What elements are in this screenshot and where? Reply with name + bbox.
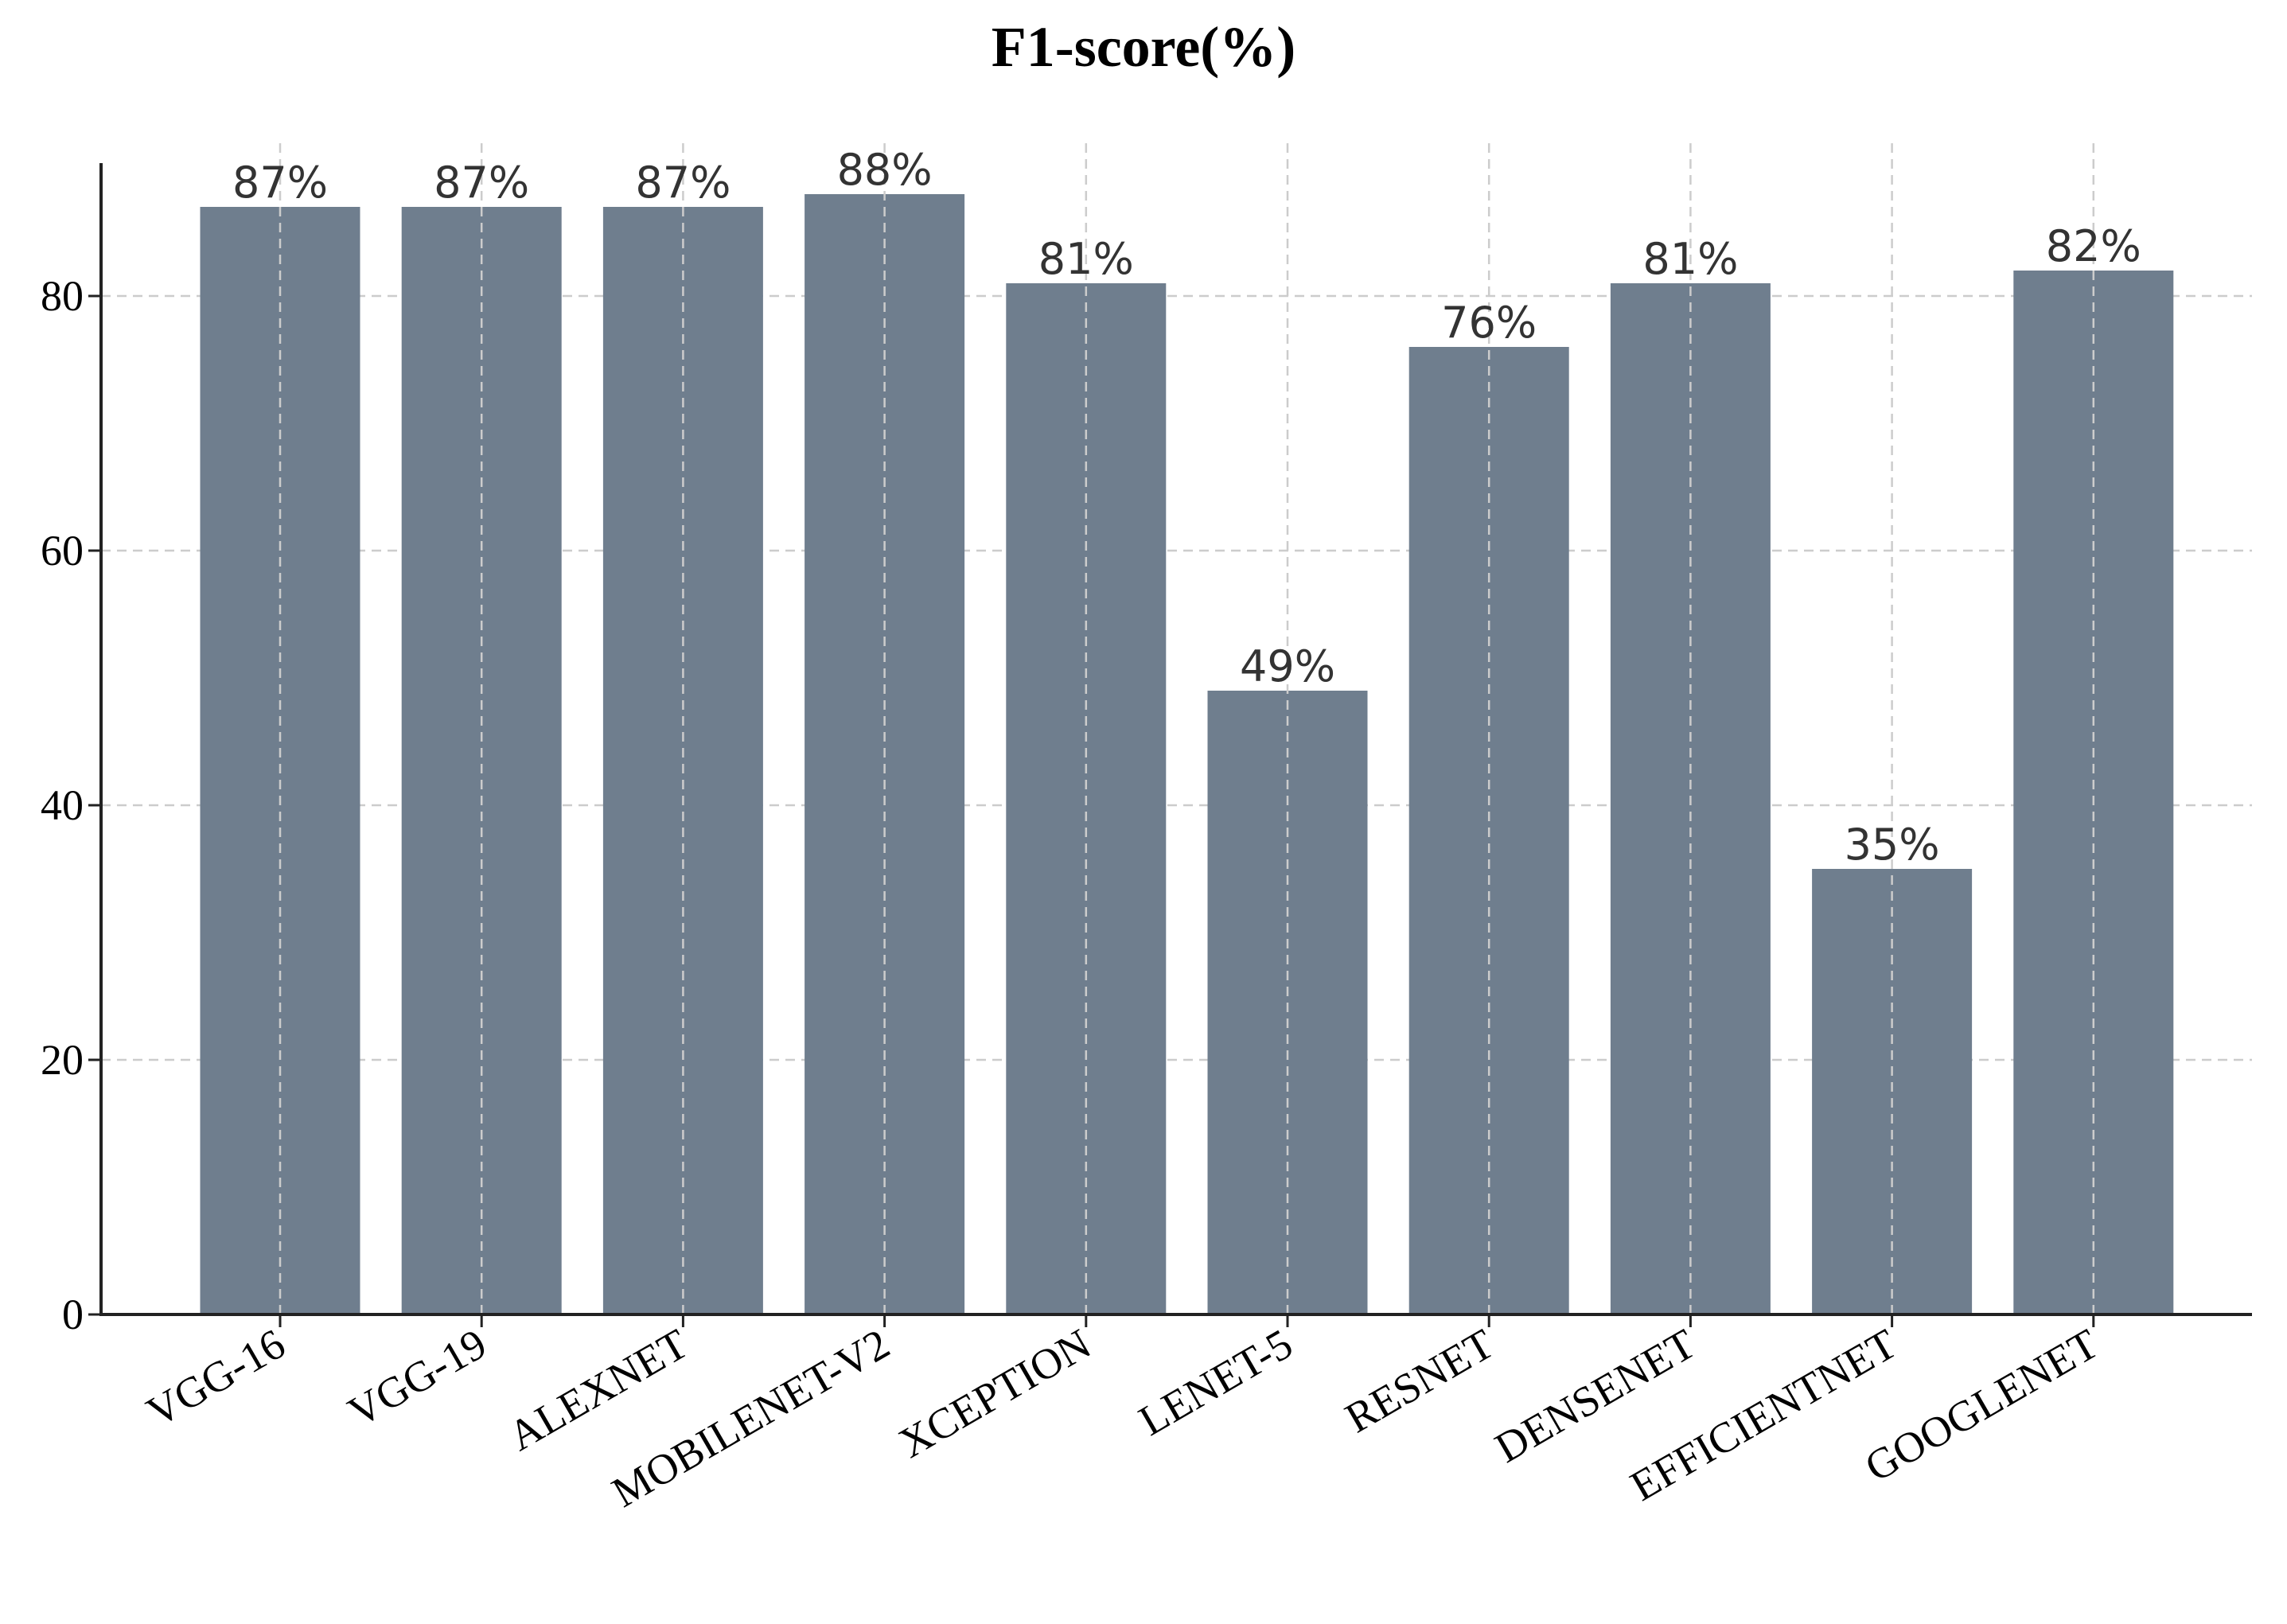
bar-value-label: 81%	[1642, 234, 1738, 284]
x-tick-label: VGG-16	[138, 1319, 293, 1435]
chart-title: F1-score(%)	[991, 15, 1296, 79]
bar-value-label: 35%	[1845, 820, 1940, 870]
bar-value-label: 87%	[232, 158, 328, 208]
bar-googlenet	[2013, 271, 2174, 1314]
bar-value-label: 88%	[837, 145, 933, 195]
x-tick-label: VGG-19	[341, 1319, 495, 1435]
bar-value-label: 82%	[2046, 221, 2141, 271]
bar-value-label: 76%	[1441, 298, 1537, 348]
bar-value-label: 81%	[1038, 234, 1134, 284]
x-tick-label: XCEPTION	[891, 1319, 1099, 1466]
y-tick-label: 40	[41, 781, 84, 829]
x-tick-label: RESNET	[1338, 1319, 1502, 1442]
bar-value-label: 87%	[434, 158, 529, 208]
bar-value-label: 87%	[635, 158, 731, 208]
y-tick-label: 80	[41, 272, 84, 320]
y-tick-label: 20	[41, 1036, 84, 1084]
y-tick-label: 60	[41, 527, 84, 574]
x-tick-label: LENET-5	[1131, 1319, 1300, 1444]
bar-value-label: 49%	[1240, 641, 1335, 691]
y-tick-label: 0	[62, 1291, 84, 1338]
